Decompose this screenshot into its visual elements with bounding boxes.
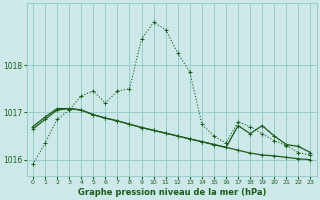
X-axis label: Graphe pression niveau de la mer (hPa): Graphe pression niveau de la mer (hPa) (77, 188, 266, 197)
